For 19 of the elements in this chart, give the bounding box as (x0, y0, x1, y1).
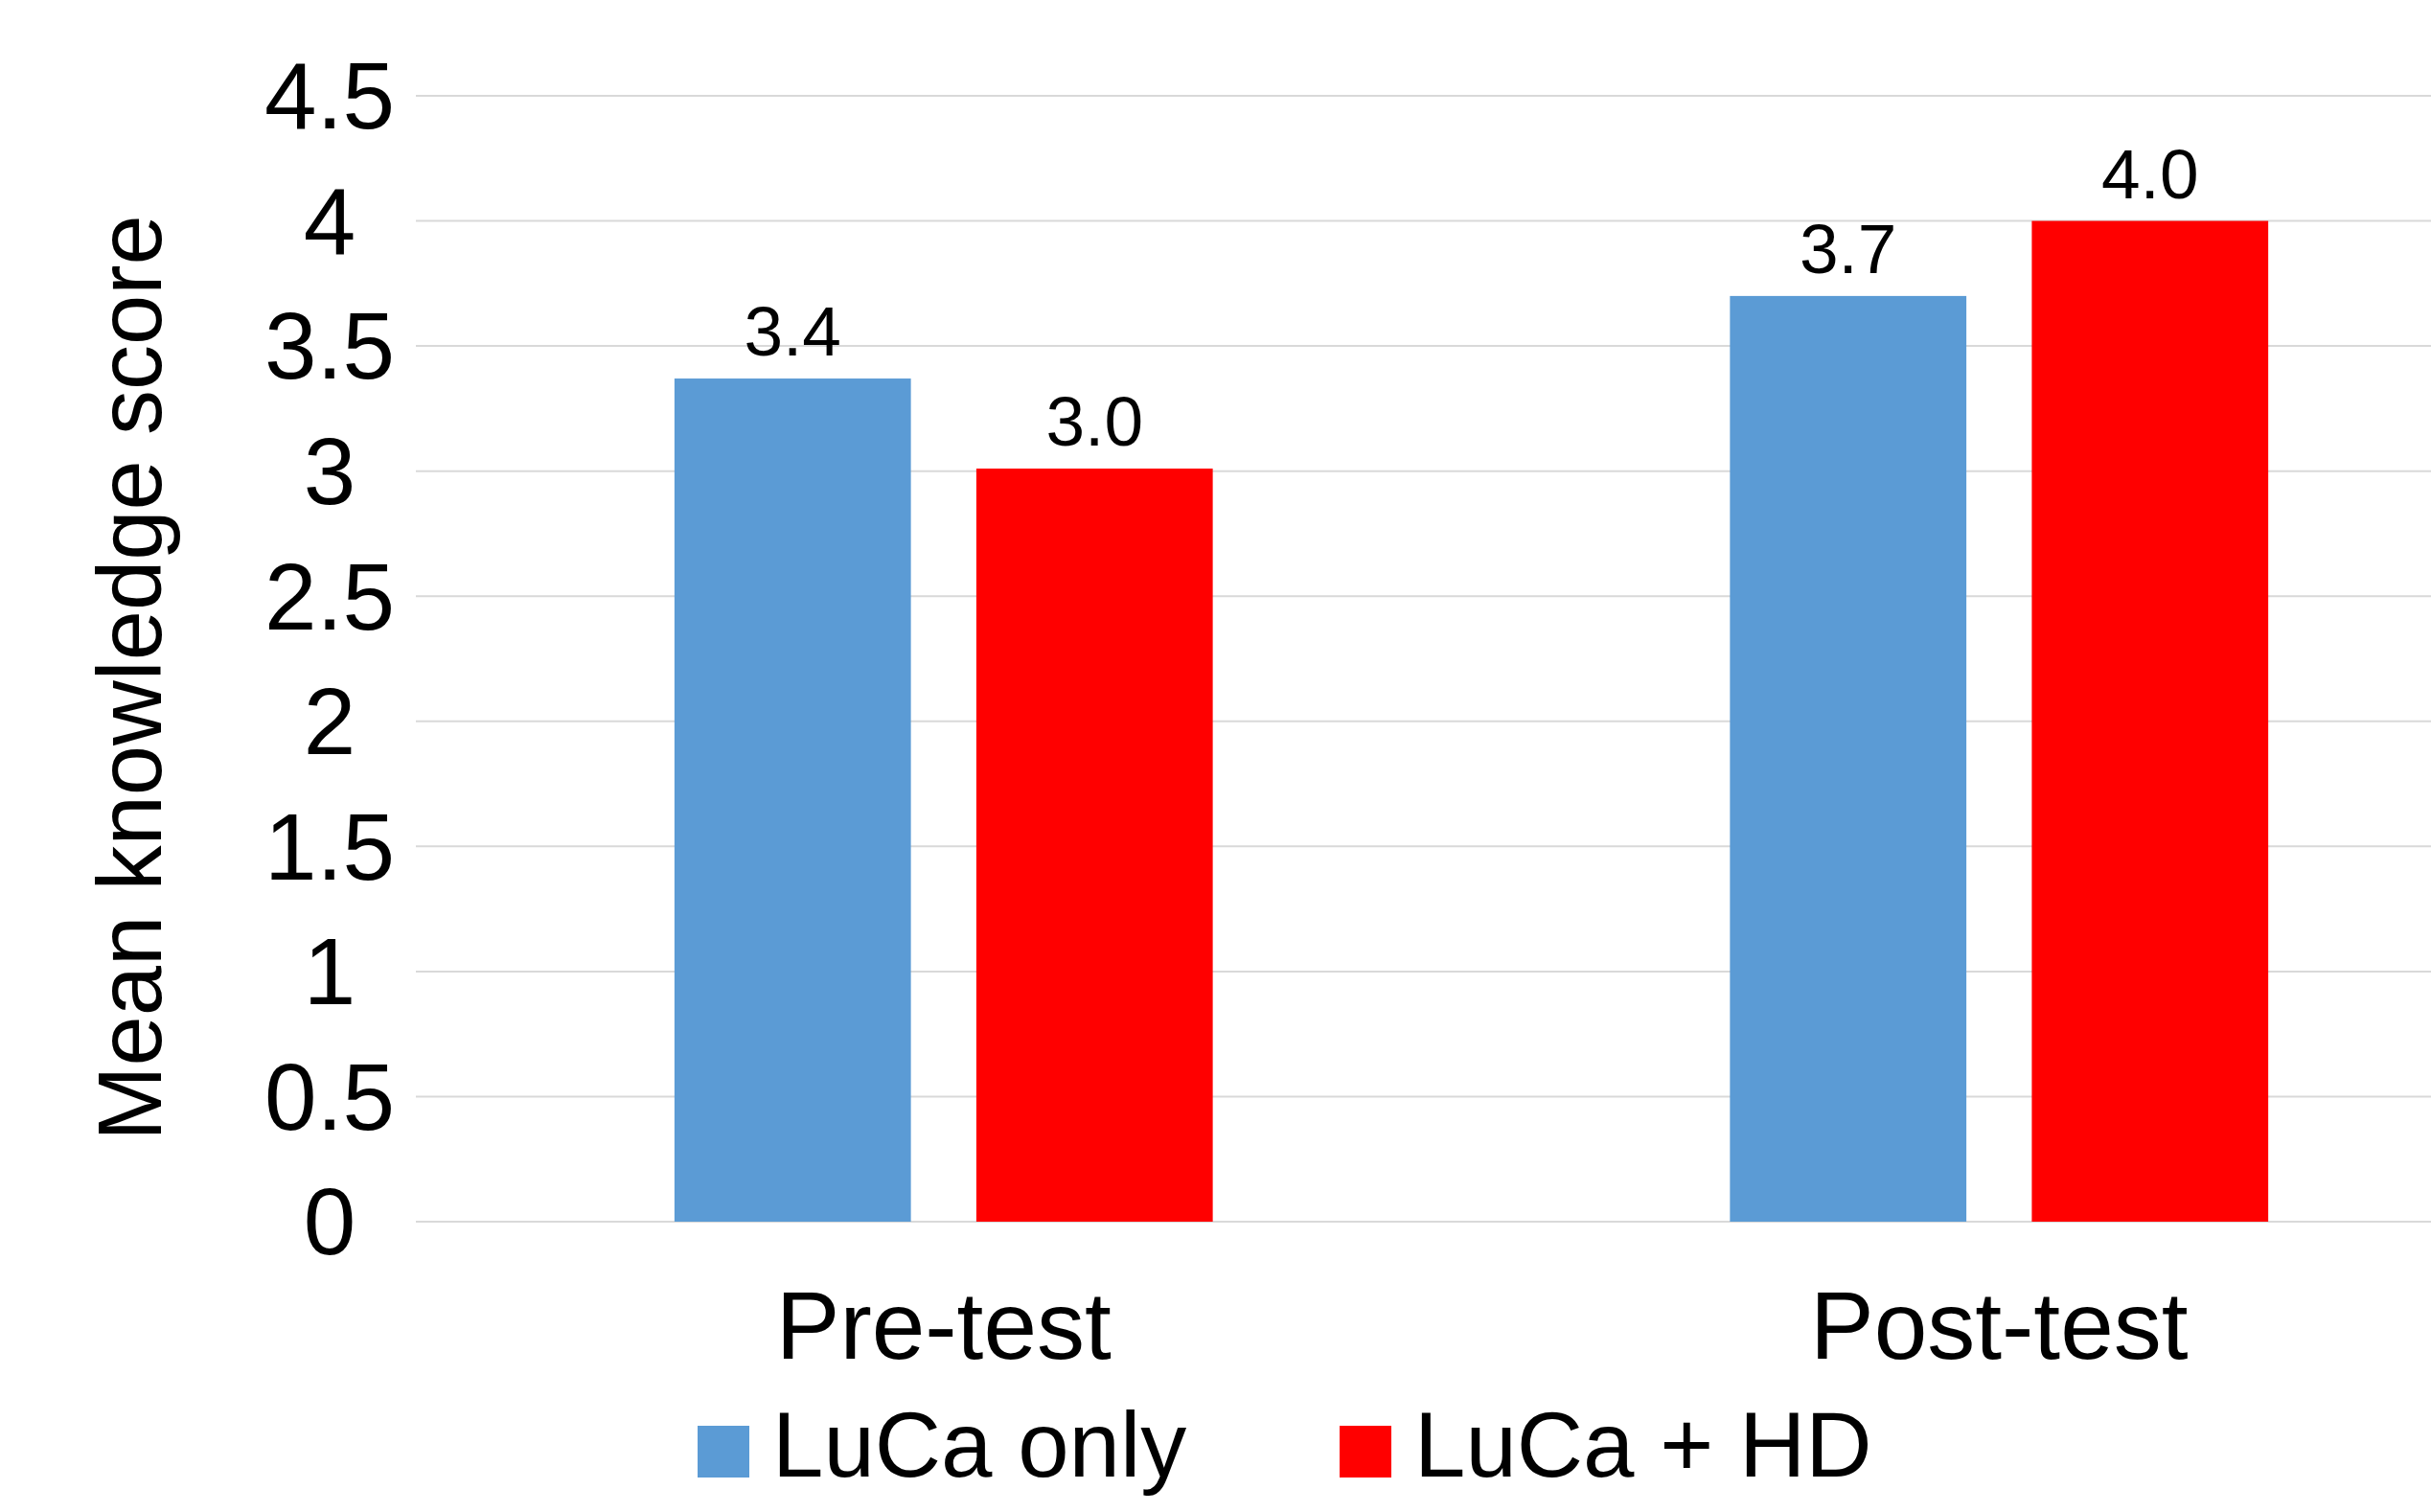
y-tick-label: 3 (303, 418, 356, 524)
y-tick-label: 1 (303, 919, 356, 1025)
y-tick-label: 4 (303, 168, 356, 274)
y-tick-label: 2 (303, 669, 356, 775)
data-label: 3.0 (1045, 382, 1144, 461)
x-tick-label: Pre-test (775, 1271, 1112, 1379)
legend-label: LuCa only (772, 1393, 1187, 1496)
y-tick-label: 4.5 (264, 43, 396, 149)
data-label: 3.7 (1799, 209, 1897, 287)
y-axis-title: Mean knowledge score (80, 215, 180, 1141)
y-tick-label: 3.5 (264, 293, 396, 400)
y-tick-label: 0.5 (264, 1043, 396, 1150)
legend-label: LuCa + HD (1414, 1393, 1872, 1496)
data-label: 4.0 (2101, 134, 2199, 213)
y-tick-label: 0 (303, 1169, 356, 1275)
y-tick-label: 1.5 (264, 793, 396, 900)
data-label: 3.4 (744, 292, 841, 371)
x-tick-label: Post-test (1809, 1271, 2189, 1379)
y-tick-label: 2.5 (264, 543, 396, 650)
